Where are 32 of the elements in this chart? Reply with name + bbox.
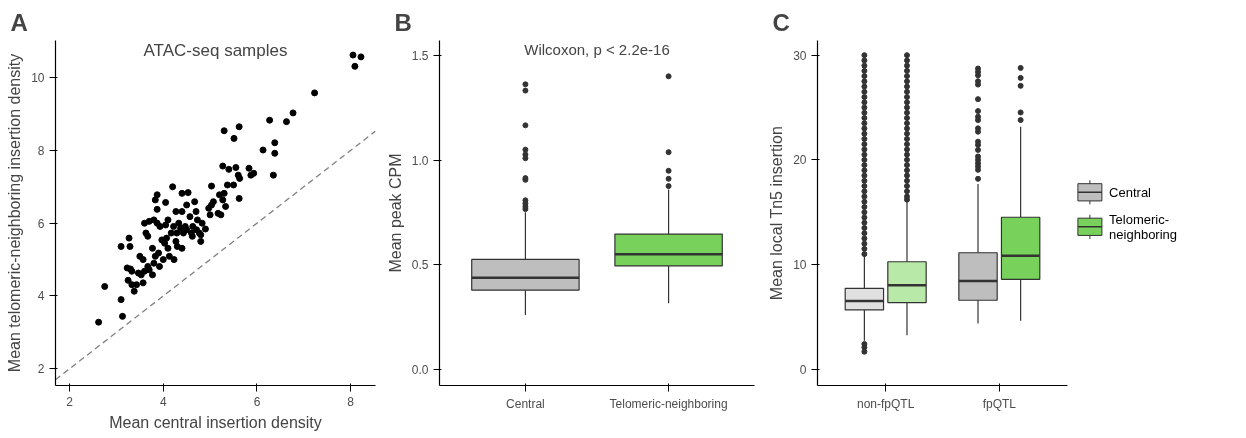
- y-axis-title: Mean telomeric-neighboring insertion density: [6, 53, 24, 373]
- y-tick-label: 2: [37, 362, 45, 377]
- y-axis-title: Mean local Tn5 insertion: [768, 126, 786, 301]
- x-tick-label: 8: [347, 394, 355, 409]
- x-tick-label: 4: [159, 394, 167, 409]
- x-tick-label: 6: [253, 394, 261, 409]
- y-tick-label: 8: [37, 143, 45, 158]
- x-tick-label: fpQTL: [982, 396, 1017, 411]
- y-tick-label: 1.5: [411, 48, 429, 63]
- annotation: Wilcoxon, p < 2.2e-16: [524, 40, 670, 58]
- legend-label: Telomeric- neighboring: [1109, 211, 1178, 242]
- chart-title: A: [10, 8, 28, 36]
- x-tick-label: Telomeric-neighboring: [609, 396, 728, 411]
- chart-title: C: [772, 8, 790, 36]
- x-axis-title: Mean central insertion density: [109, 413, 322, 431]
- y-tick-label: 10: [793, 258, 807, 273]
- legend-label: Central: [1109, 184, 1152, 200]
- y-tick-label: 0.5: [411, 258, 429, 273]
- chart-title: B: [394, 8, 412, 36]
- y-tick-label: 30: [793, 48, 807, 63]
- y-tick-label: 4: [37, 289, 45, 304]
- y-tick-label: 0.0: [411, 363, 429, 378]
- y-tick-label: 6: [37, 216, 45, 231]
- annotation: ATAC-seq samples: [143, 40, 288, 60]
- x-tick-label: Central: [506, 396, 545, 411]
- y-tick-label: 20: [793, 153, 807, 168]
- x-tick-label: 2: [66, 394, 74, 409]
- y-axis-title: Mean peak CPM: [386, 153, 404, 273]
- y-tick-label: 1.0: [411, 153, 429, 168]
- x-tick-label: non-fpQTL: [857, 396, 915, 411]
- y-tick-label: 10: [31, 71, 45, 86]
- y-tick-label: 0: [799, 362, 807, 377]
